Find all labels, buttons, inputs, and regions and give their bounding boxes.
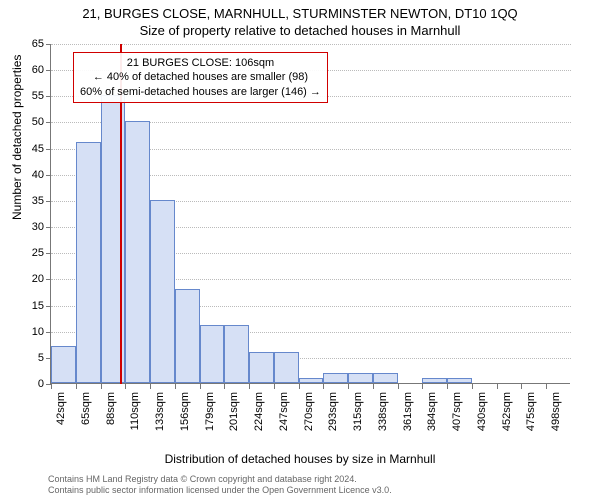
ytick-label: 45 <box>20 143 44 155</box>
histogram-bar <box>200 325 225 383</box>
ytick-label: 30 <box>20 221 44 233</box>
xtick <box>125 384 126 389</box>
histogram-bar <box>323 373 348 383</box>
ytick <box>46 332 51 333</box>
xtick-label: 247sqm <box>278 392 290 431</box>
xtick <box>299 384 300 389</box>
ytick-label: 55 <box>20 90 44 102</box>
xtick <box>150 384 151 389</box>
ytick <box>46 44 51 45</box>
xtick-label: 361sqm <box>402 392 414 431</box>
xtick-label: 156sqm <box>179 392 191 431</box>
histogram-bar <box>51 346 76 383</box>
xtick-label: 430sqm <box>476 392 488 431</box>
xtick <box>447 384 448 389</box>
ytick <box>46 306 51 307</box>
footer-line-2: Contains public sector information licen… <box>48 485 392 496</box>
ytick <box>46 201 51 202</box>
xtick-label: 133sqm <box>154 392 166 431</box>
ytick <box>46 96 51 97</box>
histogram-chart: 0510152025303540455055606542sqm65sqm88sq… <box>50 44 580 404</box>
xtick-label: 293sqm <box>327 392 339 431</box>
plot-area: 0510152025303540455055606542sqm65sqm88sq… <box>50 44 570 384</box>
ytick <box>46 149 51 150</box>
annotation-line2: ← 40% of detached houses are smaller (98… <box>80 70 321 84</box>
xtick <box>101 384 102 389</box>
ytick-label: 40 <box>20 169 44 181</box>
footer-attribution: Contains HM Land Registry data © Crown c… <box>48 474 392 496</box>
annotation-line1: 21 BURGES CLOSE: 106sqm <box>80 56 321 70</box>
xtick-label: 315sqm <box>352 392 364 431</box>
xtick <box>546 384 547 389</box>
xtick <box>472 384 473 389</box>
xtick-label: 384sqm <box>426 392 438 431</box>
xtick <box>224 384 225 389</box>
histogram-bar <box>299 378 324 383</box>
xtick <box>323 384 324 389</box>
xtick <box>175 384 176 389</box>
histogram-bar <box>76 142 101 383</box>
xtick <box>274 384 275 389</box>
xtick-label: 42sqm <box>55 392 67 425</box>
histogram-bar <box>447 378 472 383</box>
ytick-label: 15 <box>20 300 44 312</box>
histogram-bar <box>249 352 274 383</box>
xtick <box>497 384 498 389</box>
ytick-label: 20 <box>20 273 44 285</box>
page-title-address: 21, BURGES CLOSE, MARNHULL, STURMINSTER … <box>0 0 600 21</box>
xtick <box>373 384 374 389</box>
xtick-label: 498sqm <box>550 392 562 431</box>
ytick-label: 60 <box>20 64 44 76</box>
x-axis-label: Distribution of detached houses by size … <box>0 452 600 466</box>
gridline-h <box>51 44 571 45</box>
annotation-line3: 60% of semi-detached houses are larger (… <box>80 85 321 99</box>
ytick <box>46 175 51 176</box>
xtick-label: 224sqm <box>253 392 265 431</box>
ytick <box>46 253 51 254</box>
xtick-label: 475sqm <box>525 392 537 431</box>
xtick <box>200 384 201 389</box>
xtick <box>76 384 77 389</box>
xtick <box>249 384 250 389</box>
histogram-bar <box>224 325 249 383</box>
xtick-label: 110sqm <box>129 392 141 430</box>
histogram-bar <box>348 373 373 383</box>
annotation-box: 21 BURGES CLOSE: 106sqm← 40% of detached… <box>73 52 328 103</box>
ytick-label: 10 <box>20 326 44 338</box>
page-subtitle: Size of property relative to detached ho… <box>0 21 600 40</box>
ytick-label: 5 <box>20 352 44 364</box>
histogram-bar <box>373 373 398 383</box>
ytick-label: 0 <box>20 378 44 390</box>
ytick <box>46 227 51 228</box>
xtick-label: 270sqm <box>303 392 315 431</box>
ytick-label: 25 <box>20 247 44 259</box>
histogram-bar <box>125 121 150 383</box>
xtick <box>422 384 423 389</box>
xtick <box>348 384 349 389</box>
ytick <box>46 279 51 280</box>
histogram-bar <box>175 289 200 383</box>
xtick-label: 179sqm <box>204 392 216 431</box>
xtick <box>51 384 52 389</box>
xtick-label: 65sqm <box>80 392 92 425</box>
footer-line-1: Contains HM Land Registry data © Crown c… <box>48 474 392 485</box>
xtick <box>398 384 399 389</box>
xtick-label: 88sqm <box>105 392 117 425</box>
ytick-label: 65 <box>20 38 44 50</box>
histogram-bar <box>150 200 175 383</box>
xtick-label: 201sqm <box>228 392 240 431</box>
histogram-bar <box>422 378 447 383</box>
ytick <box>46 122 51 123</box>
xtick-label: 407sqm <box>451 392 463 431</box>
ytick-label: 35 <box>20 195 44 207</box>
xtick <box>521 384 522 389</box>
xtick-label: 338sqm <box>377 392 389 431</box>
xtick-label: 452sqm <box>501 392 513 431</box>
ytick <box>46 70 51 71</box>
ytick-label: 50 <box>20 116 44 128</box>
histogram-bar <box>274 352 299 383</box>
